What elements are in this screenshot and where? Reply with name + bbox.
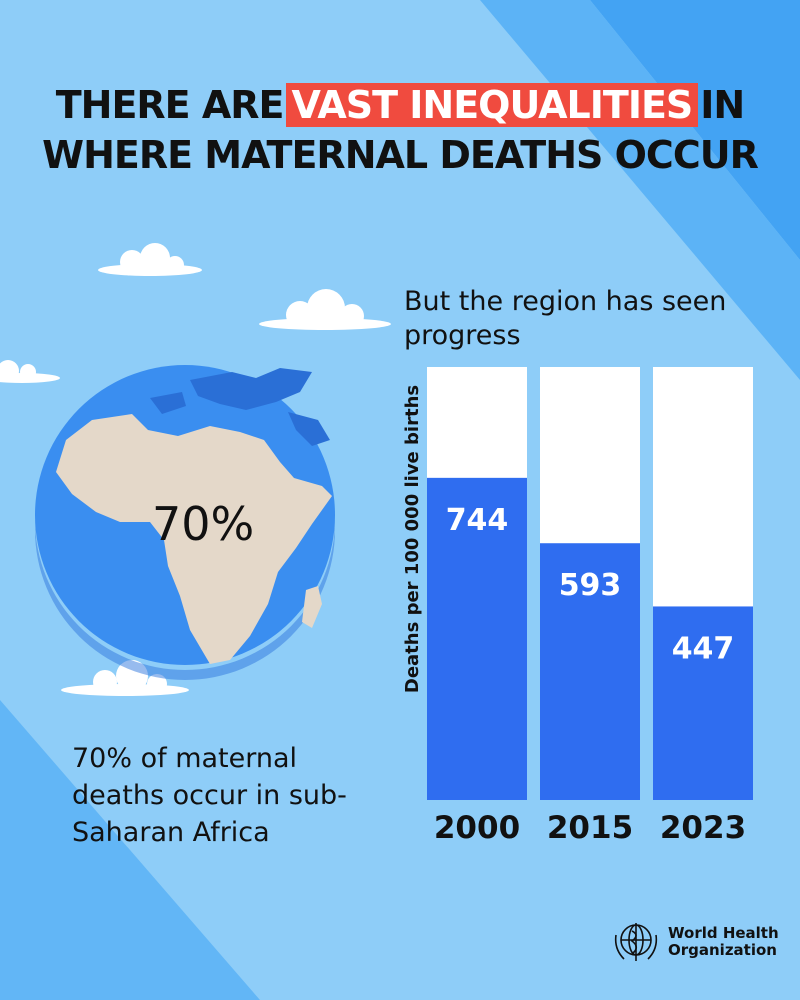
cloud-left-edge [0,360,60,383]
headline-before: THERE ARE [55,83,285,127]
chart-title: But the region has seen progress [404,286,727,351]
who-logo-line-2: Organization [668,941,777,959]
x-tick-label-2000: 2000 [434,810,520,846]
bar-2023 [653,606,753,800]
headline-line-1: THERE ARE VAST INEQUALITIES IN [0,80,800,130]
globe-percent-label: 70% [152,497,255,551]
europe-shape [150,368,330,446]
headline-line-2: WHERE MATERNAL DEATHS OCCUR [42,133,759,177]
bar-2000 [427,477,527,800]
africa-caption: 70% of maternal deaths occur in sub-Saha… [72,743,347,848]
bar-2015 [540,543,640,800]
who-logo: World Health Organization [610,917,779,967]
globe-icon [35,365,335,680]
who-logo-line-1: World Health [668,924,779,942]
bottom-left-stripe [0,700,260,1000]
who-logo-text: World Health Organization [668,925,779,959]
x-tick-label-2015: 2015 [547,810,633,846]
clouds [0,243,391,696]
headline: THERE ARE VAST INEQUALITIES IN WHERE MATER… [0,80,800,180]
cloud-under-globe [61,660,189,696]
bar-value-label-2023: 447 [672,631,735,666]
africa-shape [56,414,332,664]
madagascar-shape [302,586,322,628]
headline-after: IN [700,83,745,127]
bar-value-label-2000: 744 [446,503,509,538]
cloud-center [259,289,391,330]
cloud-top-left [98,243,202,276]
x-tick-label-2023: 2023 [660,810,746,846]
who-emblem-icon [614,923,658,961]
bar-value-label-2015: 593 [559,568,622,603]
headline-highlight: VAST INEQUALITIES [285,83,699,127]
